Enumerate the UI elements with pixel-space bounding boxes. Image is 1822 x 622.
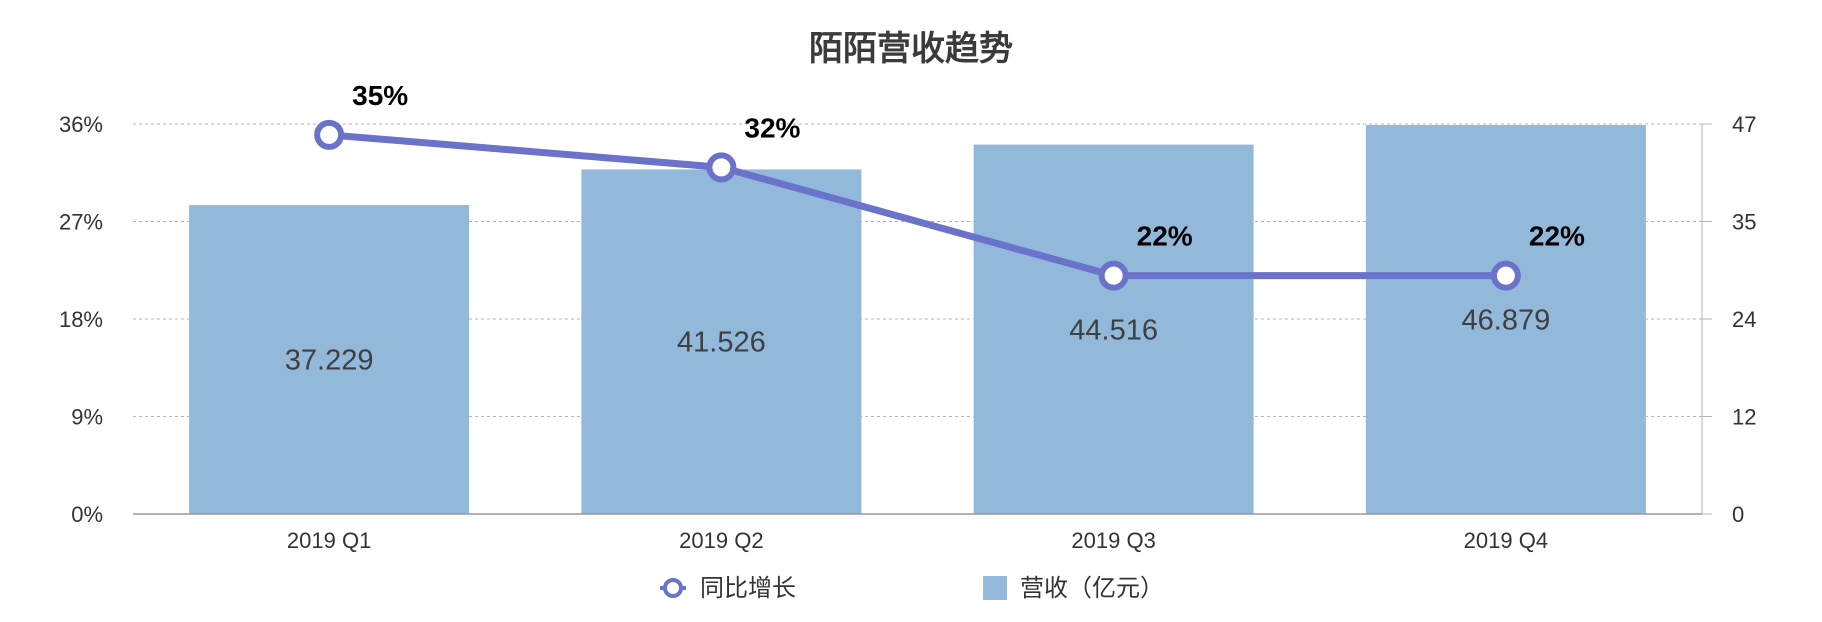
x-tick-label: 2019 Q4 bbox=[1464, 528, 1548, 553]
axes: 0% 9% 18% 27% 36% 0 12 24 35 47 2019 Q1 2019 Q2 2019… bbox=[59, 112, 1757, 553]
legend-label-growth: 同比增长 bbox=[700, 575, 796, 602]
legend-line-marker bbox=[663, 578, 683, 598]
line-series: 35% 32% 22% 22% bbox=[314, 80, 1585, 291]
x-tick-label: 2019 Q1 bbox=[287, 528, 371, 553]
bar-data-label: 41.526 bbox=[677, 327, 766, 359]
line-point bbox=[314, 119, 345, 150]
line-point bbox=[706, 152, 737, 183]
line-data-label: 35% bbox=[352, 80, 408, 111]
y-right-tick-label: 47 bbox=[1732, 112, 1756, 137]
y-left-tick-label: 36% bbox=[59, 112, 103, 137]
bar-data-label: 37.229 bbox=[285, 345, 374, 377]
legend: 同比增长 营收（亿元） bbox=[660, 575, 1164, 602]
bar bbox=[581, 169, 862, 514]
line-data-label: 22% bbox=[1529, 221, 1585, 252]
y-left-tick-label: 0% bbox=[71, 502, 103, 527]
y-right-tick-label: 0 bbox=[1732, 502, 1744, 527]
bar-series: 37.229 41.526 44.516 46.879 bbox=[189, 125, 1646, 515]
bar bbox=[973, 144, 1254, 514]
x-tick-label: 2019 Q2 bbox=[679, 528, 763, 553]
y-right-tick-label: 24 bbox=[1732, 307, 1756, 332]
bar bbox=[1365, 125, 1646, 515]
line-data-label: 32% bbox=[744, 112, 800, 143]
legend-bar-swatch bbox=[983, 576, 1007, 600]
y-left-tick-label: 9% bbox=[71, 405, 103, 430]
line-path bbox=[325, 131, 1510, 280]
bar-data-label: 44.516 bbox=[1069, 314, 1158, 346]
y-right-tick-label: 35 bbox=[1732, 210, 1756, 235]
line-point bbox=[1490, 260, 1521, 291]
legend-label-revenue: 营收（亿元） bbox=[1020, 575, 1164, 602]
y-left-tick-label: 18% bbox=[59, 307, 103, 332]
line-point bbox=[1098, 260, 1129, 291]
chart-title: 陌陌营收趋势 bbox=[809, 30, 1013, 68]
y-left-tick-label: 27% bbox=[59, 210, 103, 235]
y-right-tick-label: 12 bbox=[1732, 405, 1756, 430]
bar bbox=[189, 205, 470, 515]
bar-data-label: 46.879 bbox=[1462, 305, 1551, 337]
x-tick-label: 2019 Q3 bbox=[1071, 528, 1155, 553]
line-data-label: 22% bbox=[1137, 221, 1193, 252]
